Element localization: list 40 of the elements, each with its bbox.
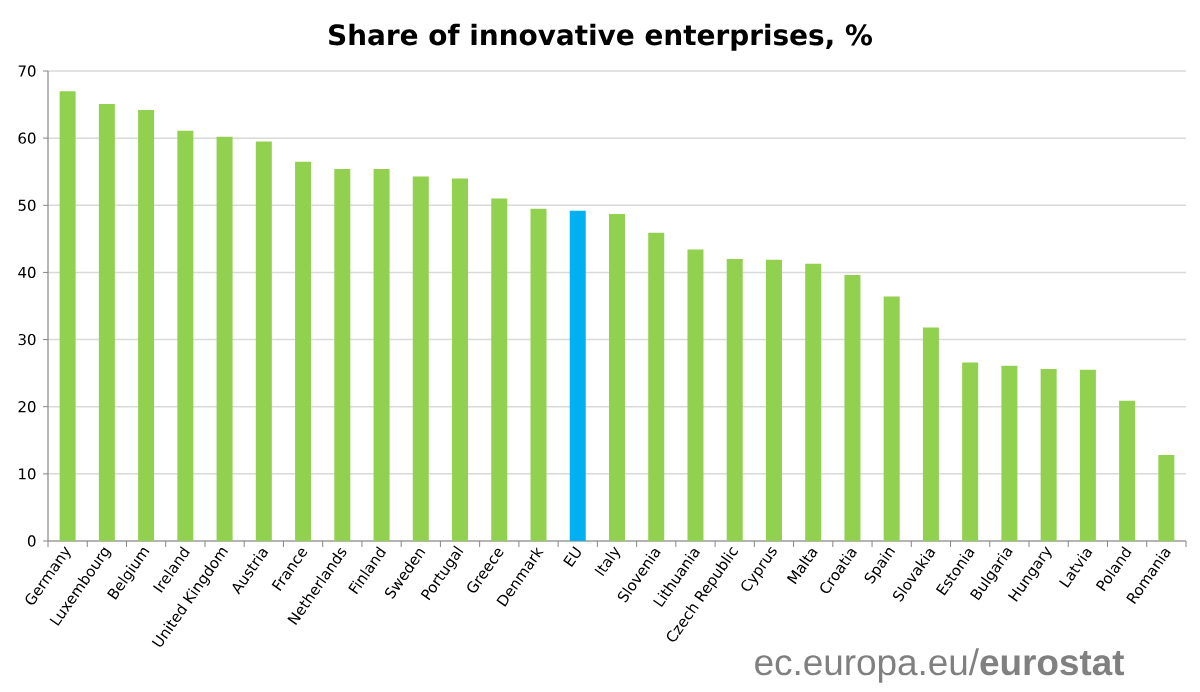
bar <box>726 259 743 541</box>
bar <box>138 109 155 541</box>
bar <box>491 198 508 541</box>
bar <box>687 249 704 541</box>
y-tick-label: 50 <box>18 199 36 211</box>
bar <box>1079 369 1096 541</box>
bar <box>59 91 76 541</box>
bar <box>530 208 547 541</box>
text: ec.europa.eu/eurostat <box>755 648 1125 683</box>
y-tick-label: 0 <box>27 535 36 547</box>
bar <box>216 136 233 541</box>
bar <box>452 178 469 541</box>
y-tick-label: 30 <box>18 333 36 346</box>
x-tick-label: EU <box>563 546 581 567</box>
bar <box>1001 365 1018 541</box>
y-tick-label: 40 <box>18 266 36 279</box>
chart-title: Share of innovative enterprises, % <box>329 23 872 51</box>
bar <box>255 141 272 541</box>
bar <box>1119 400 1136 541</box>
bar <box>373 169 390 541</box>
bar <box>334 169 351 541</box>
y-tick-label: 60 <box>18 132 36 144</box>
bar <box>844 275 861 541</box>
y-tick-label: 20 <box>18 401 36 413</box>
bar <box>1040 369 1057 541</box>
y-tick-label: 70 <box>18 65 36 77</box>
bar <box>608 214 625 541</box>
bar <box>962 362 979 541</box>
bar <box>98 103 115 541</box>
bar <box>922 327 939 541</box>
bar <box>1158 455 1175 541</box>
bar <box>177 130 194 541</box>
bar <box>648 232 665 541</box>
bar <box>805 263 822 541</box>
y-tick-label: 10 <box>19 468 36 480</box>
bar <box>883 296 900 541</box>
bar <box>295 161 312 541</box>
bar <box>569 210 586 541</box>
bar <box>412 176 429 541</box>
bar <box>765 259 782 541</box>
